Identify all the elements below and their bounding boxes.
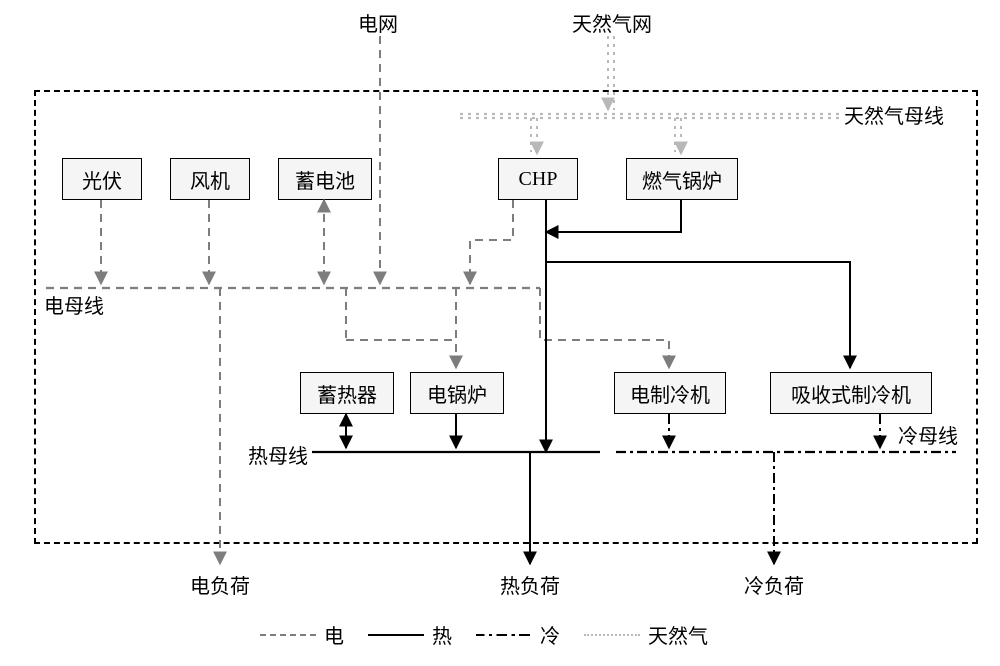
- node-electric-chiller: 电制冷机: [614, 372, 726, 414]
- label-grid: 电网: [358, 8, 398, 37]
- label-gas-bus: 天然气母线: [844, 100, 944, 129]
- node-battery-label: 蓄电池: [295, 165, 355, 194]
- node-absorption-chiller: 吸收式制冷机: [770, 372, 932, 414]
- node-chp-label: CHP: [519, 168, 558, 191]
- node-gas-boiler: 燃气锅炉: [626, 158, 738, 200]
- legend-cold-label: 冷: [540, 620, 560, 649]
- node-echiller-label: 电制冷机: [630, 379, 710, 408]
- legend: 电 热 冷 天然气: [260, 620, 708, 649]
- label-cold-bus: 冷母线: [898, 420, 958, 449]
- node-abschiller-label: 吸收式制冷机: [791, 379, 911, 408]
- legend-heat: 热: [368, 620, 452, 649]
- legend-elec-label: 电: [324, 620, 344, 649]
- label-cold-load: 冷负荷: [744, 570, 804, 599]
- legend-elec: 电: [260, 620, 344, 649]
- diagram-canvas: 电网 天然气网 光伏 风机 蓄电池 CHP 燃气锅炉 蓄热器 电锅炉 电制冷机 …: [0, 0, 1000, 666]
- label-elec-bus: 电母线: [44, 290, 104, 319]
- node-eboiler-label: 电锅炉: [427, 379, 487, 408]
- node-chp: CHP: [498, 158, 578, 200]
- label-heat-bus: 热母线: [248, 440, 308, 469]
- node-pv-label: 光伏: [82, 165, 122, 194]
- node-wind-label: 风机: [190, 165, 230, 194]
- legend-gas: 天然气: [584, 620, 708, 649]
- node-thermal-storage: 蓄热器: [300, 372, 394, 414]
- legend-gas-label: 天然气: [648, 620, 708, 649]
- label-heat-load: 热负荷: [500, 570, 560, 599]
- node-wind: 风机: [170, 158, 250, 200]
- node-tes-label: 蓄热器: [317, 379, 377, 408]
- legend-heat-label: 热: [432, 620, 452, 649]
- legend-cold: 冷: [476, 620, 560, 649]
- node-pv: 光伏: [62, 158, 142, 200]
- label-elec-load: 电负荷: [190, 570, 250, 599]
- node-gas-boiler-label: 燃气锅炉: [642, 165, 722, 194]
- node-electric-boiler: 电锅炉: [410, 372, 504, 414]
- node-battery: 蓄电池: [278, 158, 372, 200]
- label-gas-network: 天然气网: [572, 8, 652, 37]
